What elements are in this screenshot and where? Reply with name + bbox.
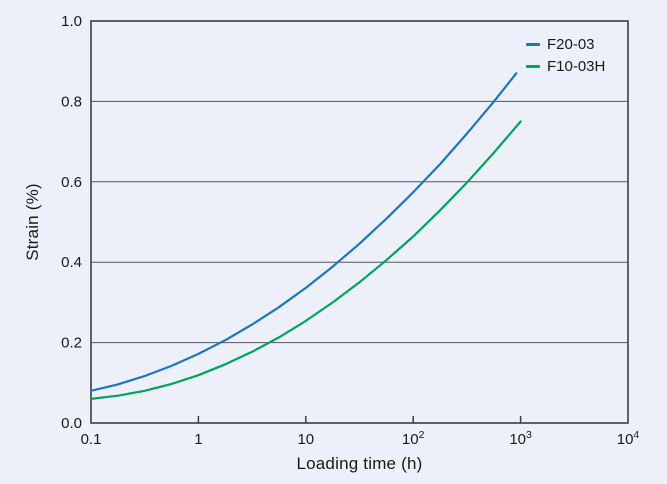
y-tick-label: 0.0 <box>61 415 82 432</box>
series-line-F20-03 <box>89 72 518 392</box>
x-tick-label: 10 <box>297 431 314 448</box>
legend-line-swatch-f10-03h <box>526 64 540 68</box>
y-tick-label: 0.6 <box>61 174 82 191</box>
legend-line-swatch-f20-03 <box>526 42 540 46</box>
y-axis-title: Strain (%) <box>23 183 42 261</box>
y-tick-label: 0.8 <box>61 93 82 110</box>
plot-frame <box>90 20 629 424</box>
y-tick-label: 0.4 <box>61 254 82 271</box>
legend: F20-03 F10-03H <box>526 33 605 77</box>
series-line-F10-03H <box>89 120 522 400</box>
y-tick-label: 1.0 <box>61 13 82 30</box>
x-tick-label: 103 <box>509 429 532 448</box>
legend-item-f10-03h: F10-03H <box>526 55 605 77</box>
y-tick-label: 0.2 <box>61 335 82 352</box>
x-axis-title: Loading time (h) <box>296 454 423 473</box>
x-tick-label: 104 <box>617 429 640 448</box>
legend-label-f10-03h: F10-03H <box>547 57 606 75</box>
x-tick-label: 0.1 <box>81 431 102 448</box>
x-tick-label: 102 <box>402 429 425 448</box>
x-tick-label: 1 <box>194 431 202 448</box>
legend-label-f20-03: F20-03 <box>547 35 595 53</box>
legend-item-f20-03: F20-03 <box>526 33 605 55</box>
